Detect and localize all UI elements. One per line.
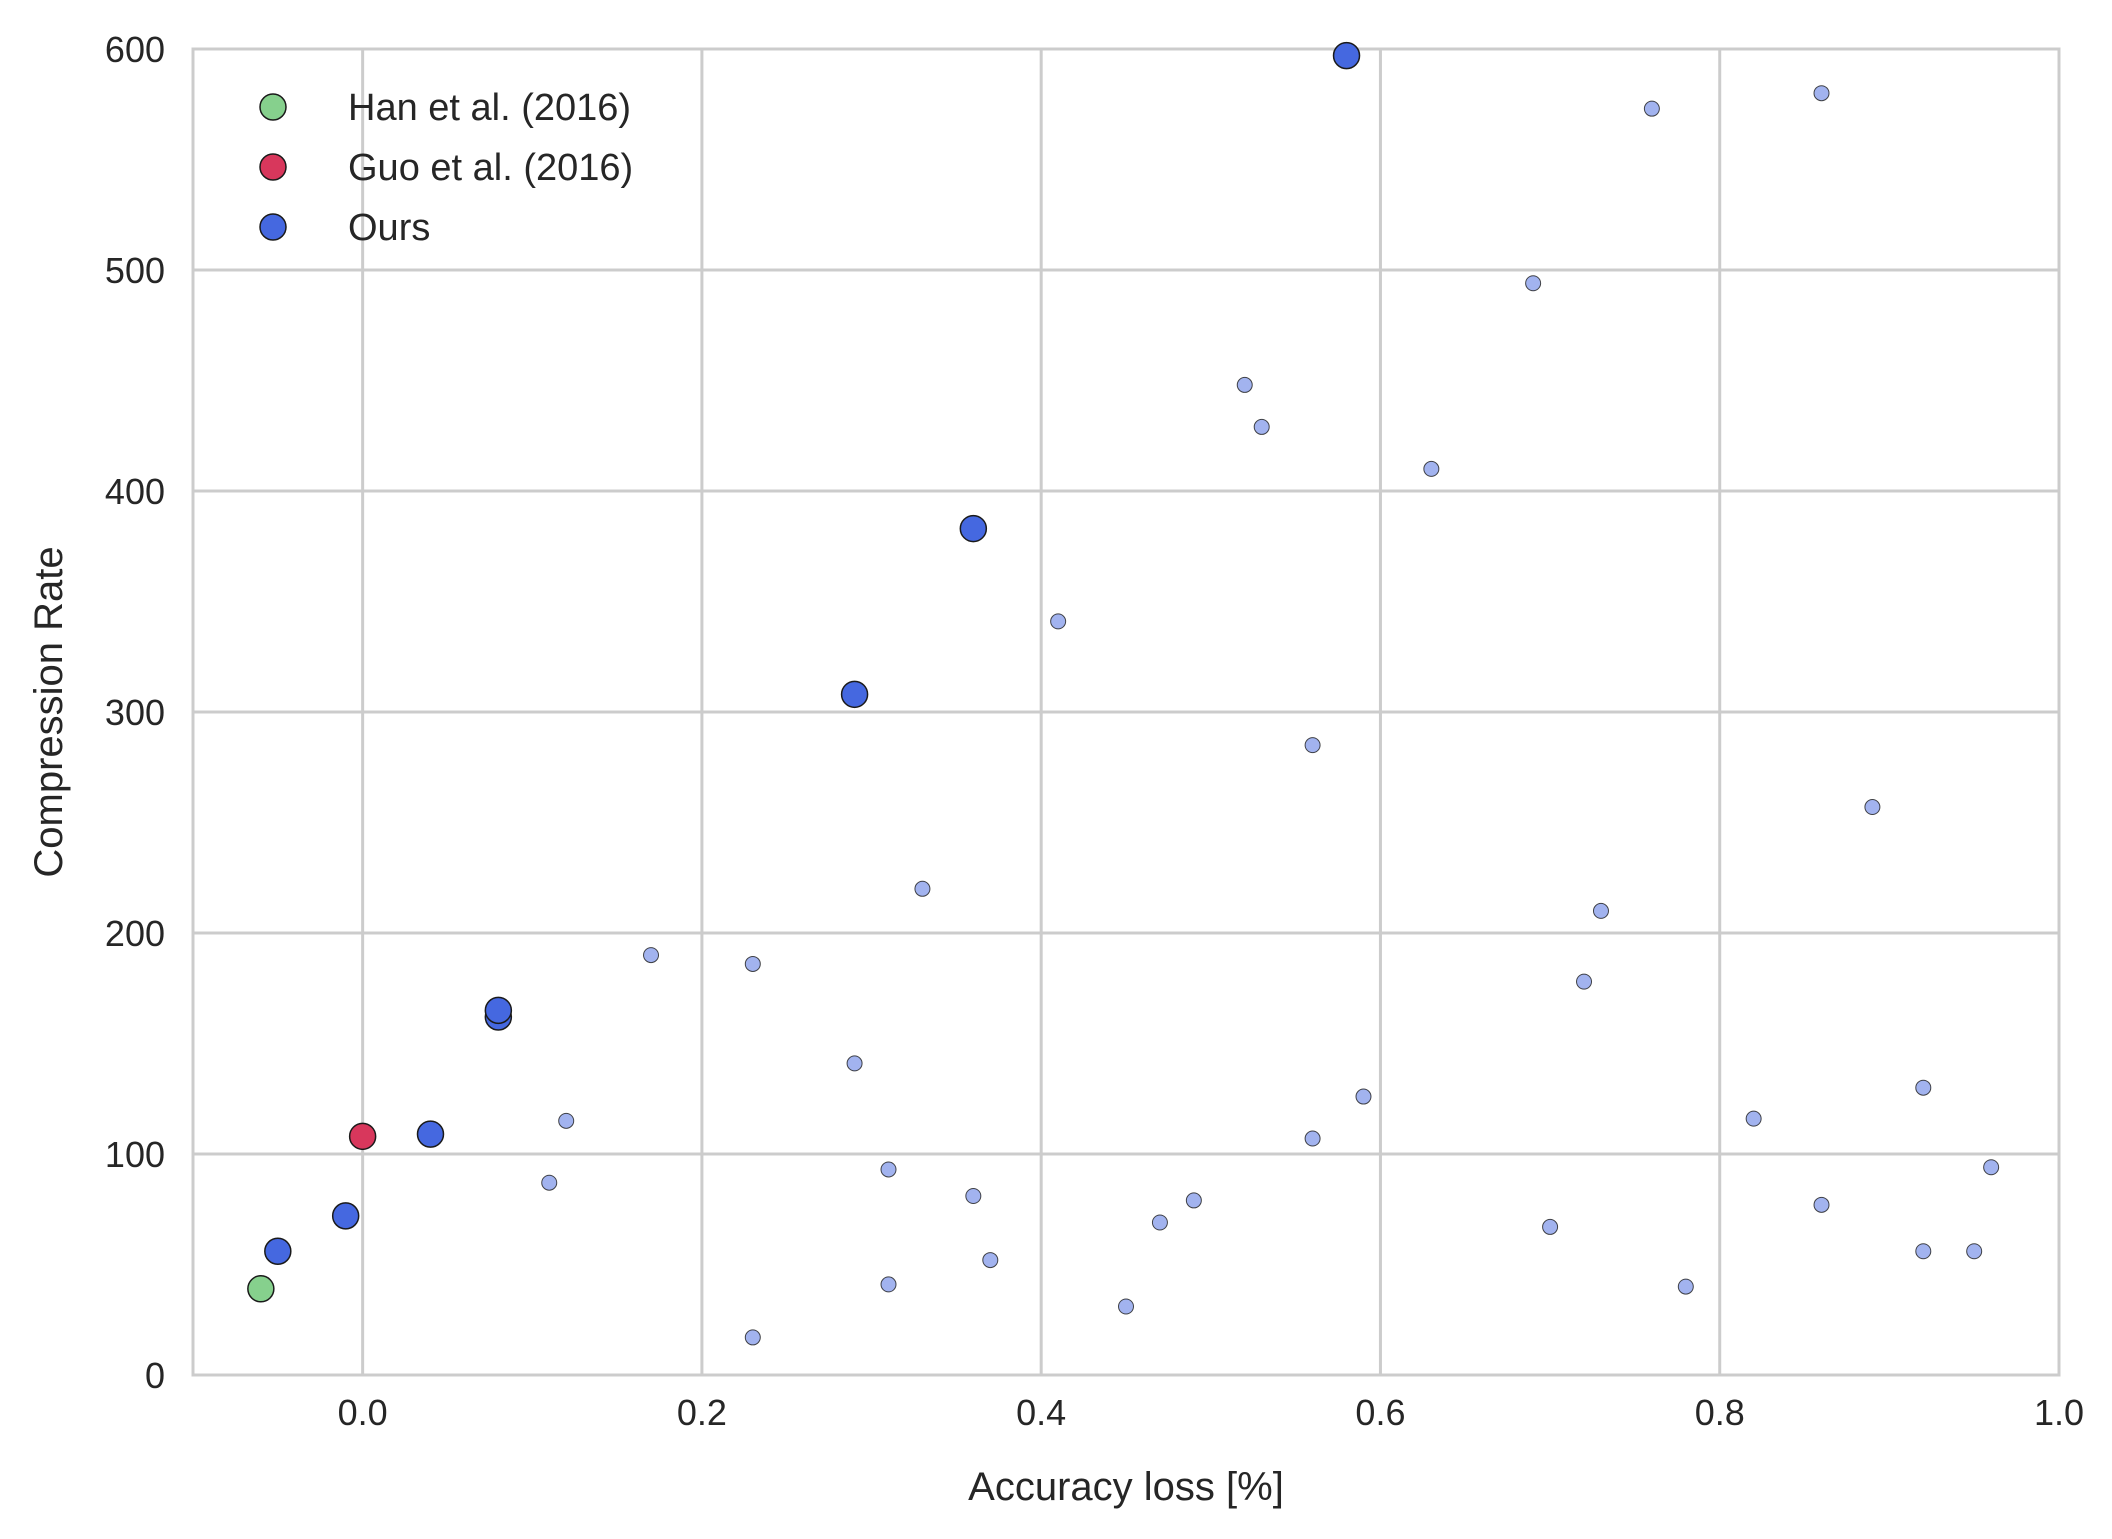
x-tick-label: 0.4 bbox=[1016, 1392, 1066, 1433]
data-point-faded bbox=[965, 1187, 982, 1204]
data-point-faded bbox=[1966, 1243, 1983, 1260]
y-tick-label: 500 bbox=[105, 250, 165, 291]
y-tick-label: 0 bbox=[145, 1355, 165, 1396]
data-point bbox=[331, 1202, 360, 1230]
x-tick-label: 0.0 bbox=[338, 1392, 388, 1433]
x-tick-label: 0.8 bbox=[1695, 1392, 1745, 1433]
data-point-faded bbox=[846, 1055, 863, 1072]
data-point-faded bbox=[1355, 1088, 1372, 1105]
data-point-faded bbox=[1915, 1079, 1932, 1096]
data-point bbox=[247, 1275, 275, 1303]
data-point-faded bbox=[1050, 613, 1067, 630]
data-point bbox=[264, 1237, 292, 1265]
grid bbox=[193, 47, 2061, 1377]
legend-marker bbox=[259, 153, 287, 181]
data-point bbox=[1332, 41, 1361, 70]
y-tick-label: 400 bbox=[105, 471, 165, 512]
data-point-faded bbox=[744, 955, 761, 972]
data-point bbox=[959, 514, 988, 543]
x-tick-label: 1.0 bbox=[2034, 1392, 2084, 1433]
legend-marker bbox=[259, 213, 287, 241]
data-point-faded bbox=[1576, 973, 1593, 990]
data-point-faded bbox=[1915, 1243, 1932, 1260]
data-point-faded bbox=[1304, 737, 1321, 754]
data-point-faded bbox=[1745, 1110, 1762, 1127]
data-point-faded bbox=[914, 880, 931, 897]
legend-marker bbox=[259, 93, 287, 121]
data-point-faded bbox=[1151, 1214, 1168, 1231]
data-point bbox=[348, 1122, 377, 1151]
data-point-faded bbox=[1236, 376, 1253, 393]
data-point-faded bbox=[1542, 1218, 1559, 1235]
plot-frame bbox=[191, 47, 2061, 1377]
data-point-faded bbox=[1813, 85, 1830, 102]
data-point-faded bbox=[880, 1276, 897, 1293]
data-point-faded bbox=[1118, 1298, 1134, 1315]
data-point-faded bbox=[1304, 1130, 1321, 1147]
data-point-faded bbox=[1643, 100, 1660, 117]
legend: Han et al. (2016) Guo et al. (2016) Ours bbox=[259, 87, 633, 249]
y-tick-label: 600 bbox=[105, 29, 165, 70]
data-point-faded bbox=[1983, 1159, 2000, 1176]
data-point bbox=[484, 996, 513, 1025]
data-point-faded bbox=[1253, 418, 1270, 435]
data-point-faded bbox=[880, 1161, 897, 1178]
data-points bbox=[247, 41, 2000, 1346]
y-tick-label: 200 bbox=[105, 913, 165, 954]
data-point-faded bbox=[744, 1329, 761, 1346]
x-axis-label: Accuracy loss [%] bbox=[968, 1465, 1284, 1509]
x-tick-label: 0.2 bbox=[677, 1392, 727, 1433]
data-point-faded bbox=[1525, 275, 1542, 292]
data-point-faded bbox=[1592, 902, 1609, 919]
data-point-faded bbox=[1813, 1196, 1830, 1213]
data-point-faded bbox=[1423, 460, 1440, 477]
y-tick-label: 100 bbox=[105, 1134, 165, 1175]
x-tick-label: 0.6 bbox=[1355, 1392, 1405, 1433]
data-point-faded bbox=[643, 947, 660, 964]
data-point-faded bbox=[541, 1174, 558, 1191]
legend-label: Han et al. (2016) bbox=[348, 87, 631, 129]
data-point bbox=[416, 1120, 445, 1148]
data-point-faded bbox=[1677, 1278, 1694, 1295]
legend-label: Guo et al. (2016) bbox=[348, 147, 633, 189]
legend-label: Ours bbox=[348, 207, 430, 249]
y-axis-label: Compression Rate bbox=[27, 546, 71, 877]
tick-labels: 0.0 0.2 0.4 0.6 0.8 1.0 0 100 200 300 400 500 600 bbox=[105, 29, 2084, 1433]
data-point bbox=[840, 680, 869, 709]
data-point-faded bbox=[982, 1252, 999, 1269]
y-tick-label: 300 bbox=[105, 692, 165, 733]
data-point-faded bbox=[1185, 1192, 1202, 1209]
data-point-faded bbox=[558, 1112, 575, 1129]
data-point-faded bbox=[1864, 799, 1881, 816]
